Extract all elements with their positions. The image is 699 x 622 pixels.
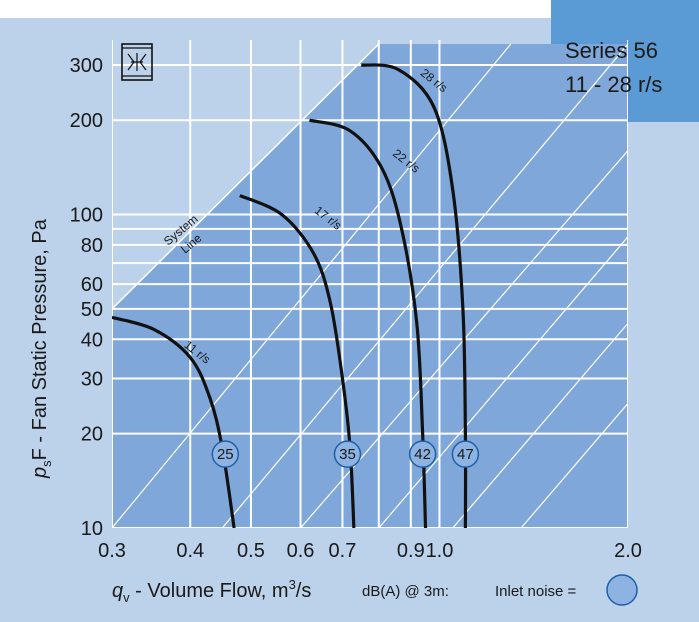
x-tick-label: 2.0: [614, 540, 642, 562]
system-parallel-line: [378, 236, 628, 528]
system-line: [112, 43, 380, 310]
noise-marker-value: 47: [457, 446, 474, 463]
y-tick-label: 20: [81, 424, 103, 446]
x-tick-label: 0.7: [329, 540, 357, 562]
y-tick-label: 80: [81, 235, 103, 257]
y-tick-label: 10: [81, 518, 103, 540]
operating-region: [112, 44, 628, 528]
x-tick-label: 0.4: [176, 540, 204, 562]
y-tick-label: 40: [81, 329, 103, 351]
system-parallel-line: [452, 322, 628, 528]
fan-schematic-icon: [121, 43, 153, 81]
noise-marker-value: 42: [414, 446, 431, 463]
y-tick-label: 100: [70, 205, 103, 227]
y-tick-label: 300: [70, 55, 103, 77]
x-tick-label: 0.3: [98, 540, 126, 562]
x-tick-label: 0.5: [237, 540, 265, 562]
noise-marker: [408, 440, 437, 468]
system-parallel-line: [221, 43, 628, 528]
series-title: Series 56: [565, 38, 658, 63]
noise-marker: [451, 440, 480, 468]
y-tick-label: 200: [70, 110, 103, 132]
inlet-noise-label: Inlet noise =: [495, 583, 577, 600]
inlet-noise-swatch: [606, 574, 638, 606]
series-range: 11 - 28 r/s: [565, 72, 662, 97]
x-tick-label: 0.9: [397, 540, 425, 562]
x-axis-title: qv - Volume Flow, m3/s: [112, 577, 311, 605]
y-tick-label: 60: [81, 274, 103, 296]
noise-marker: [333, 440, 362, 468]
x-tick-label: 0.6: [287, 540, 315, 562]
system-parallel-line: [520, 402, 628, 528]
y-axis-title: psF - Fan Static Pressure, Pa: [29, 218, 54, 479]
noise-marker-value: 25: [217, 446, 234, 463]
y-tick-label: 30: [81, 368, 103, 390]
noise-marker-value: 35: [339, 446, 356, 463]
system-parallel-line: [112, 43, 512, 528]
fan-curve-3: [309, 118, 428, 528]
noise-legend-label: dB(A) @ 3m:: [362, 583, 449, 600]
y-tick-label: 50: [81, 299, 103, 321]
noise-marker: [211, 440, 240, 468]
fan-curve-4: [361, 63, 468, 528]
x-tick-label: 1.0: [426, 540, 454, 562]
